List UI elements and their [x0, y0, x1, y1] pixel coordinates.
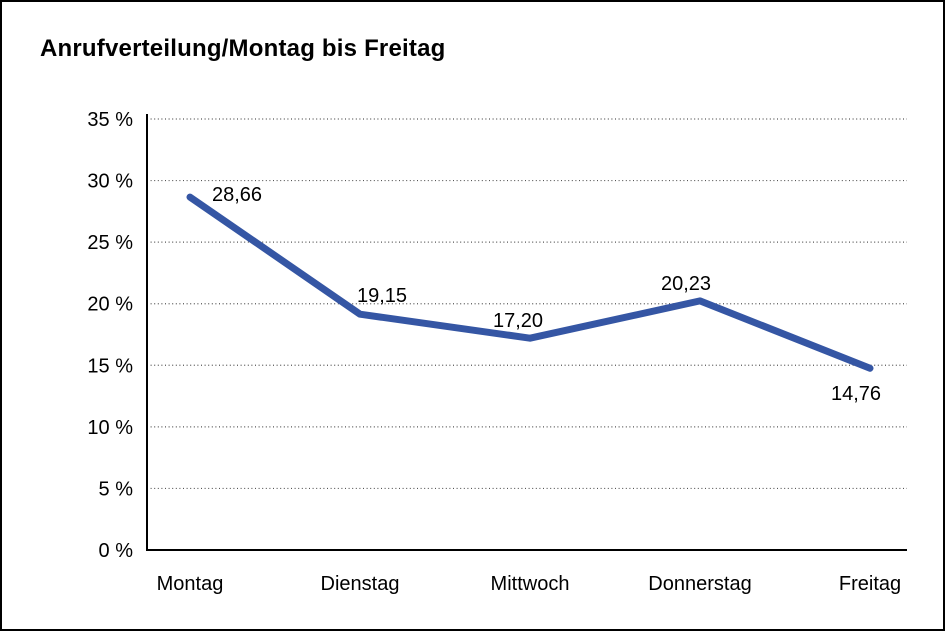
data-point-label: 19,15 [357, 285, 407, 307]
y-tick-label: 35 % [87, 109, 133, 131]
y-tick-label: 20 % [87, 294, 133, 316]
x-tick-label: Donnerstag [648, 573, 751, 595]
y-tick-label: 15 % [87, 355, 133, 377]
y-tick-label: 30 % [87, 171, 133, 193]
y-tick-label: 5 % [99, 478, 134, 500]
x-tick-label: Mittwoch [491, 573, 570, 595]
data-point-label: 17,20 [493, 310, 543, 332]
data-point-label: 28,66 [212, 184, 262, 206]
data-point-label: 14,76 [831, 383, 881, 405]
y-tick-label: 25 % [87, 232, 133, 254]
chart-title: Anrufverteilung/Montag bis Freitag [40, 35, 446, 62]
y-tick-label: 0 % [99, 540, 134, 562]
x-tick-label: Dienstag [321, 573, 400, 595]
data-point-label: 20,23 [661, 273, 711, 295]
x-tick-label: Freitag [839, 573, 901, 595]
y-tick-label: 10 % [87, 417, 133, 439]
x-tick-label: Montag [157, 573, 224, 595]
data-line [186, 193, 874, 372]
